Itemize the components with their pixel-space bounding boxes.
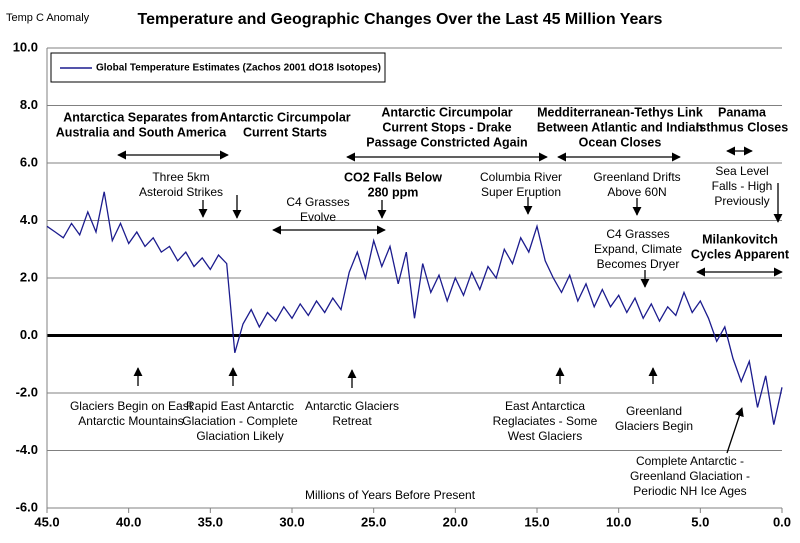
annotation: Three 5km: [152, 170, 209, 184]
annotation: Expand, Climate: [594, 242, 682, 256]
annotation: Glaciers Begin on East: [70, 399, 193, 413]
annotation: Glaciers Begin: [615, 419, 693, 433]
y-axis-label: Temp C Anomaly: [6, 12, 90, 24]
y-tick-label: -6.0: [16, 499, 38, 514]
x-tick-label: 5.0: [691, 514, 709, 529]
annotation: Asteroid Strikes: [139, 185, 223, 199]
legend-box: [50, 52, 386, 83]
annotation: Panama: [718, 105, 767, 119]
annotation: Medditerranean-Tethys Link: [537, 105, 703, 119]
legend-label: Global Temperature Estimates (Zachos 200…: [96, 63, 381, 74]
x-tick-label: 45.0: [34, 514, 59, 529]
annotation: CO2 Falls Below: [344, 170, 442, 184]
annotation: Antarctic Circumpolar: [381, 105, 512, 119]
pointer-arrow: [726, 407, 744, 454]
x-axis-label: Millions of Years Before Present: [305, 488, 476, 502]
annotation: Greenland Drifts: [593, 170, 680, 184]
annotation: Sea Level: [715, 164, 768, 178]
chart-title: Temperature and Geographic Changes Over …: [138, 11, 663, 28]
annotation: Current Stops - Drake: [382, 120, 511, 134]
annotation: Antarctic Glaciers: [305, 399, 399, 413]
annotation: Above 60N: [607, 185, 666, 199]
y-tick-label: 4.0: [20, 212, 38, 227]
annotation: Falls - High: [712, 179, 773, 193]
annotation: Current Starts: [243, 125, 327, 139]
y-tick-label: 0.0: [20, 327, 38, 342]
x-tick-label: 20.0: [443, 514, 468, 529]
annotation: Between Atlantic and Indian: [537, 120, 703, 134]
annotation: Rapid East Antarctic: [186, 399, 294, 413]
annotation: 280 ppm: [368, 185, 419, 199]
annotation: East Antarctica: [505, 399, 585, 413]
annotation: Periodic NH Ice Ages: [633, 484, 746, 498]
y-tick-label: -4.0: [16, 442, 38, 457]
annotation: Antarctic Mountains: [78, 414, 183, 428]
y-tick-label: 10.0: [13, 39, 38, 54]
y-tick-label: 6.0: [20, 154, 38, 169]
annotation: Previously: [714, 194, 769, 208]
annotation: Antarctic Circumpolar: [219, 110, 350, 124]
annotation: Greenland: [626, 404, 682, 418]
x-tick-label: 25.0: [361, 514, 386, 529]
annotation: Becomes Dryer: [597, 257, 680, 271]
annotation: Retreat: [332, 414, 372, 428]
y-tick-label: 8.0: [20, 97, 38, 112]
y-tick-label: -2.0: [16, 384, 38, 399]
annotation: Glaciation - Complete: [182, 414, 298, 428]
annotation: Milankovitch: [702, 232, 778, 246]
annotation: C4 Grasses: [606, 227, 669, 241]
annotation: C4 Grasses: [286, 195, 349, 209]
annotation: Antarctica Separates from: [63, 110, 219, 124]
annotation: Reglaciates - Some: [493, 414, 598, 428]
y-tick-label: 2.0: [20, 269, 38, 284]
x-tick-label: 0.0: [773, 514, 791, 529]
annotation: Columbia River: [480, 170, 562, 184]
x-tick-label: 15.0: [524, 514, 549, 529]
x-tick-label: 40.0: [116, 514, 141, 529]
x-tick-label: 30.0: [279, 514, 304, 529]
x-tick-label: 10.0: [606, 514, 631, 529]
x-tick-label: 35.0: [198, 514, 223, 529]
temperature-line: [46, 191, 783, 425]
annotation: Glaciation Likely: [196, 429, 283, 443]
annotation: Super Eruption: [481, 185, 561, 199]
annotation: Cycles Apparent: [691, 247, 790, 261]
annotation: Complete Antarctic -: [636, 454, 744, 468]
annotation: Greenland Glaciation -: [630, 469, 750, 483]
annotation: Evolve: [300, 210, 336, 224]
annotation: West Glaciers: [508, 429, 582, 443]
annotation: Isthmus Closes: [696, 120, 788, 134]
annotation: Ocean Closes: [579, 135, 662, 149]
annotation: Passage Constricted Again: [366, 135, 527, 149]
annotation: Australia and South America: [56, 125, 227, 139]
